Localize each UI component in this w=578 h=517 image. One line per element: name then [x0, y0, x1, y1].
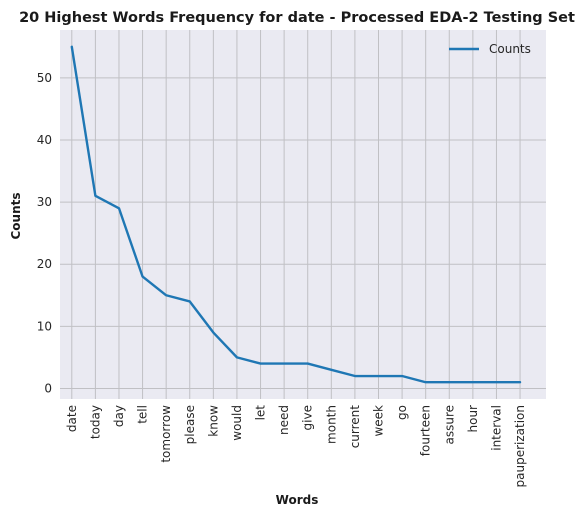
chart-title: 20 Highest Words Frequency for date - Pr… — [19, 10, 575, 26]
legend-entry-counts: Counts — [489, 42, 531, 56]
series-line-counts — [70, 45, 522, 384]
x-tick-label: hour — [466, 405, 480, 433]
x-axis-label: Words — [276, 493, 319, 507]
x-tick-label: date — [65, 405, 79, 432]
plot-area — [60, 30, 546, 399]
y-tick-label: 20 — [37, 257, 52, 271]
x-tick-label: know — [206, 405, 220, 437]
x-tick-label: day — [112, 405, 126, 427]
x-tick-label: fourteen — [419, 405, 433, 456]
x-tick-label: month — [324, 405, 338, 444]
grid-lines — [60, 30, 546, 399]
x-tick-label: would — [230, 405, 244, 441]
x-tick-label: pauperization — [513, 405, 527, 487]
series-points — [71, 46, 521, 383]
x-tick-label: interval — [489, 405, 503, 451]
x-tick-label: please — [183, 405, 197, 444]
x-tick-label: need — [277, 405, 291, 435]
y-axis-label: Counts — [9, 192, 23, 239]
y-axis-ticks: 0 10 20 30 40 50 — [37, 71, 52, 396]
y-tick-label: 50 — [37, 71, 52, 85]
x-tick-label: today — [88, 405, 102, 439]
y-tick-label: 40 — [37, 133, 52, 147]
x-axis-ticks: date today day tell tomorrow please know would l… — [65, 405, 527, 488]
y-tick-label: 0 — [44, 381, 52, 395]
legend: Counts — [449, 42, 531, 56]
y-tick-label: 10 — [37, 319, 52, 333]
x-tick-label: assure — [442, 405, 456, 445]
x-tick-label: tell — [136, 405, 150, 424]
y-tick-label: 30 — [37, 195, 52, 209]
x-tick-label: go — [395, 405, 409, 420]
x-tick-label: current — [348, 405, 362, 449]
x-tick-label: week — [371, 405, 385, 437]
x-tick-label: let — [254, 405, 268, 421]
x-tick-label: give — [301, 405, 315, 430]
x-tick-label: tomorrow — [159, 405, 173, 463]
